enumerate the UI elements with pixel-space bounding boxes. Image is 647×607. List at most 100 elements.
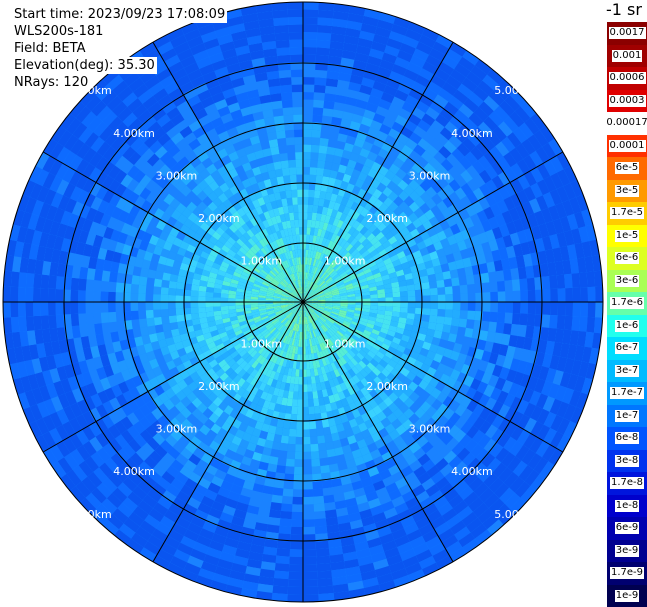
scan-cell — [330, 241, 337, 251]
scan-cell — [55, 424, 70, 441]
scan-cell — [407, 296, 416, 302]
scan-cell — [280, 334, 286, 343]
scan-cell — [235, 302, 244, 306]
scan-cell — [572, 302, 581, 317]
scan-cell — [257, 583, 274, 593]
scan-cell — [449, 547, 467, 562]
scan-cell — [437, 502, 453, 516]
scan-cell — [85, 358, 97, 372]
scan-cell — [288, 303, 296, 306]
scan-cell — [306, 331, 309, 340]
scan-cell — [199, 358, 209, 368]
scan-cell — [299, 242, 303, 250]
scan-cell — [422, 132, 436, 145]
scan-cell — [101, 498, 118, 514]
scan-cell — [404, 436, 417, 448]
scan-cell — [409, 459, 423, 472]
scan-cell — [221, 284, 230, 291]
scan-cell — [435, 34, 453, 49]
scan-cell — [429, 490, 445, 504]
scan-cell — [543, 427, 557, 445]
scan-cell — [314, 77, 327, 86]
scan-cell — [289, 174, 297, 183]
scan-cell — [442, 270, 452, 280]
scan-cell — [223, 376, 233, 386]
scan-cell — [430, 294, 438, 302]
scan-cell — [70, 277, 80, 291]
scan-cell — [298, 257, 302, 265]
scan-cell — [375, 231, 385, 241]
scan-cell — [266, 290, 275, 295]
scan-cell — [40, 315, 50, 330]
scan-cell — [280, 303, 289, 306]
scan-cell — [272, 363, 279, 373]
scan-cell — [101, 414, 115, 429]
scan-cell — [309, 304, 318, 309]
scan-cell — [281, 167, 290, 177]
scan-cell — [316, 351, 322, 360]
scan-cell — [66, 469, 82, 487]
scan-cell — [373, 395, 384, 406]
scan-cell — [263, 332, 272, 340]
scan-cell — [348, 217, 357, 227]
scan-cell — [517, 414, 531, 430]
scan-cell — [281, 503, 293, 512]
scan-cell — [183, 62, 200, 75]
scan-cell — [486, 131, 502, 147]
scan-cell — [489, 281, 498, 293]
scan-cell — [278, 237, 285, 246]
scan-cell — [329, 314, 338, 320]
scan-cell — [35, 169, 50, 187]
scan-cell — [146, 350, 156, 362]
scan-cell — [362, 294, 371, 299]
scan-cell — [334, 94, 347, 104]
scan-cell — [175, 74, 191, 88]
scan-cell — [509, 497, 526, 515]
scan-cell — [288, 302, 296, 304]
field-name: Field: BETA — [12, 40, 88, 57]
scan-cell — [467, 366, 479, 379]
scan-cell — [438, 445, 452, 459]
scan-cell — [359, 226, 369, 236]
scan-cell — [269, 224, 277, 234]
scan-cell — [313, 495, 325, 505]
range-label: 1.00km — [240, 254, 282, 267]
scan-cell — [311, 273, 316, 282]
scan-cell — [273, 577, 289, 587]
scan-cell — [214, 176, 226, 187]
scan-cell — [504, 182, 517, 197]
scan-cell — [446, 234, 458, 246]
scan-cell — [332, 11, 349, 21]
scan-cell — [444, 101, 459, 116]
scan-cell — [333, 322, 341, 329]
scan-cell — [425, 394, 437, 406]
scan-cell — [293, 129, 303, 138]
scan-cell — [379, 59, 395, 71]
scan-cell — [148, 81, 165, 96]
scan-cell — [387, 249, 397, 258]
scan-cell — [151, 482, 167, 497]
scan-cell — [443, 366, 454, 377]
scan-cell — [470, 213, 482, 226]
scan-cell — [202, 206, 213, 217]
scan-cell — [248, 96, 261, 107]
colorbar-swatch: 3e-8 — [607, 449, 647, 472]
scan-cell — [316, 319, 322, 327]
scan-cell — [332, 303, 341, 306]
scan-cell — [377, 305, 386, 311]
scan-cell — [314, 286, 321, 293]
scan-cell — [365, 257, 375, 265]
scan-cell — [272, 267, 280, 275]
scan-cell — [132, 266, 142, 277]
scan-cell — [510, 425, 524, 441]
scan-cell — [381, 240, 392, 249]
scan-cell — [171, 522, 188, 536]
scan-cell — [199, 221, 210, 232]
scan-cell — [303, 369, 307, 377]
scan-cell — [374, 339, 384, 347]
scan-cell — [391, 528, 407, 541]
scan-cell — [236, 238, 245, 247]
scan-cell — [42, 369, 54, 386]
scan-cell — [203, 174, 215, 186]
scan-cell — [217, 33, 234, 46]
